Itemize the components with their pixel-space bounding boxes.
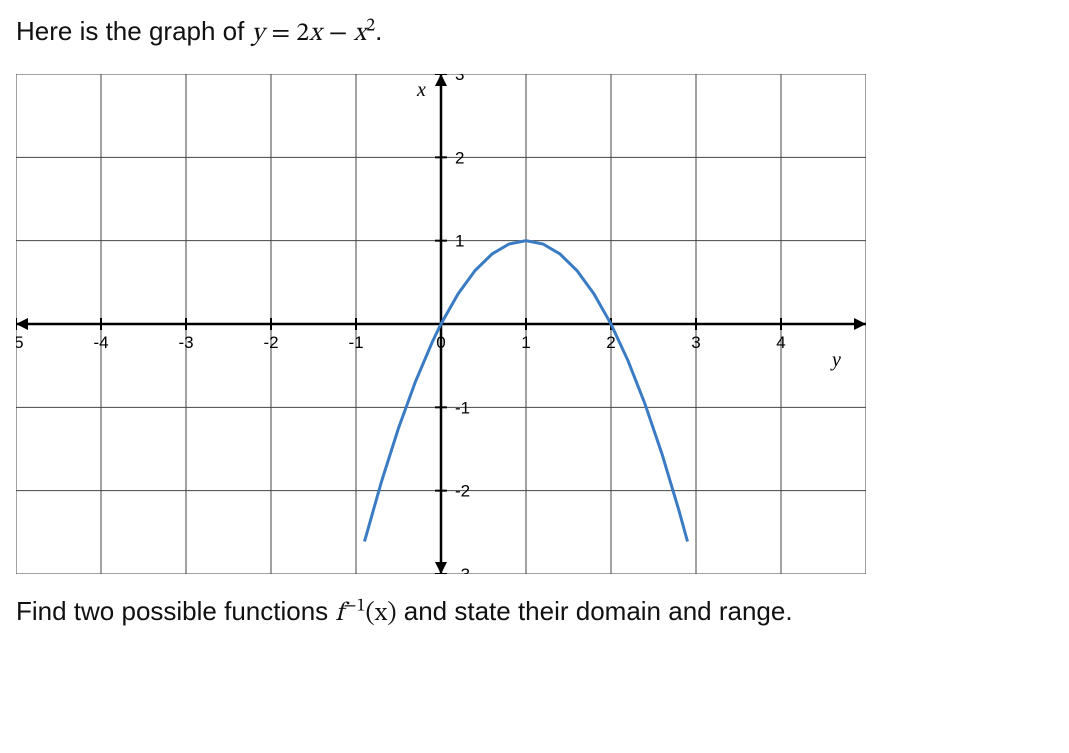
eq-minus: − — [329, 21, 354, 47]
eq-period: . — [375, 16, 382, 46]
intro-prefix: Here is the graph of — [16, 16, 252, 46]
svg-text:-3: -3 — [178, 333, 193, 352]
eq-term1-coeff: 2 — [296, 21, 309, 47]
prompt-arg: (x) — [365, 601, 396, 627]
svg-text:-3: -3 — [455, 565, 470, 574]
chart-svg: -5 -4 -3 -2 -1 0 1 2 3 4 -3 -2 -1 1 2 3 x y — [16, 74, 866, 574]
svg-text:3: 3 — [691, 333, 700, 352]
svg-text:0: 0 — [436, 333, 445, 352]
svg-text:-5: -5 — [16, 333, 24, 352]
svg-text:4: 4 — [776, 333, 785, 352]
eq-term2-exp: 2 — [366, 17, 375, 35]
question-intro-text: Here is the graph of y = 2x − x2. — [16, 12, 1053, 54]
svg-text:2: 2 — [606, 333, 615, 352]
svg-text:y: y — [830, 349, 841, 371]
svg-text:-1: -1 — [348, 333, 363, 352]
prompt-suffix: and state their domain and range. — [404, 596, 793, 626]
svg-text:1: 1 — [455, 232, 464, 251]
prompt-prefix: Find two possible functions — [16, 596, 335, 626]
svg-text:-4: -4 — [93, 333, 108, 352]
parabola-chart: -5 -4 -3 -2 -1 0 1 2 3 4 -3 -2 -1 1 2 3 x y — [16, 74, 1053, 574]
eq-lhs: y — [252, 21, 265, 47]
svg-text:-2: -2 — [263, 333, 278, 352]
svg-text:2: 2 — [455, 148, 464, 167]
prompt-inv-exp: −1 — [343, 597, 365, 615]
question-prompt-text: Find two possible functions f−1(x) and s… — [16, 592, 1053, 634]
eq-term1-var: x — [309, 21, 321, 47]
eq-equals: = — [271, 21, 296, 47]
eq-term2-var: x — [354, 21, 366, 47]
svg-text:-2: -2 — [455, 482, 470, 501]
svg-text:-1: -1 — [455, 398, 470, 417]
svg-text:3: 3 — [455, 74, 464, 84]
svg-text:1: 1 — [521, 333, 530, 352]
svg-text:x: x — [416, 79, 426, 101]
